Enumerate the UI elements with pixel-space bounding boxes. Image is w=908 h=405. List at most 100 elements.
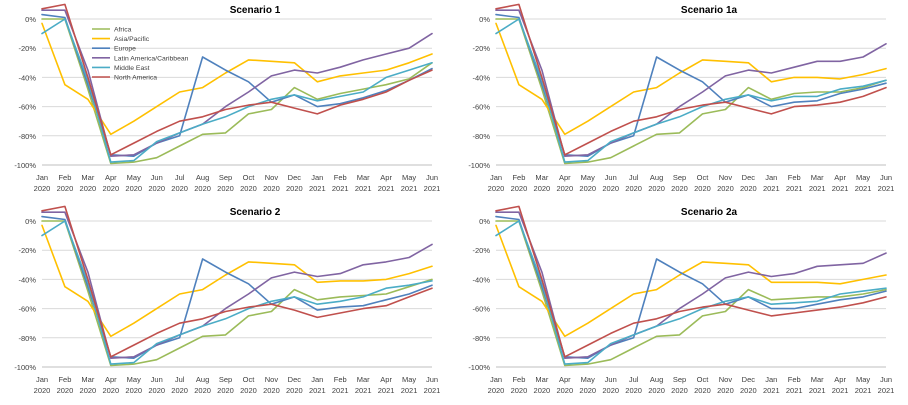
line-chart-scenario-1a: 0%-20%-40%-60%-80%-100%Jan2020Feb2020Mar… — [468, 3, 894, 193]
x-tick-label-year: 2020 — [740, 184, 757, 193]
x-tick-label-month: Apr — [105, 375, 117, 384]
x-tick-label-year: 2020 — [34, 386, 51, 395]
x-tick-label-month: Aug — [650, 173, 663, 182]
series-line-latin-america-caribbean — [41, 211, 433, 359]
series-line-asia-pacific — [41, 224, 433, 338]
x-tick-label-month: Nov — [265, 375, 279, 384]
x-tick-label-month: Oct — [697, 375, 710, 384]
x-tick-label-year: 2020 — [286, 386, 303, 395]
x-tick-label-year: 2020 — [148, 386, 165, 395]
x-tick-label-year: 2020 — [125, 184, 142, 193]
x-tick-label-year: 2021 — [809, 386, 826, 395]
x-tick-label-year: 2020 — [556, 184, 573, 193]
x-tick-label-year: 2021 — [401, 386, 418, 395]
x-tick-label-year: 2021 — [378, 184, 395, 193]
series-line-europe — [495, 13, 887, 157]
series-line-asia-pacific — [495, 22, 887, 136]
x-tick-label-month: Apr — [559, 375, 571, 384]
y-tick-label: -100% — [14, 363, 36, 372]
x-tick-label-year: 2020 — [694, 386, 711, 395]
x-tick-label-year: 2020 — [625, 386, 642, 395]
x-tick-label-year: 2020 — [194, 386, 211, 395]
x-tick-label-month: Jul — [629, 173, 639, 182]
x-tick-label-month: Aug — [196, 375, 209, 384]
x-tick-label-year: 2020 — [534, 386, 551, 395]
x-tick-label-year: 2020 — [648, 386, 665, 395]
x-tick-label-month: Jun — [426, 375, 438, 384]
x-tick-label-month: Dec — [288, 375, 302, 384]
series-line-middle-east — [495, 18, 887, 163]
series-line-north-america — [41, 3, 433, 156]
y-tick-label: -80% — [472, 334, 490, 343]
x-tick-label-year: 2021 — [855, 386, 872, 395]
x-tick-label-year: 2020 — [556, 386, 573, 395]
x-tick-label-year: 2020 — [671, 386, 688, 395]
x-tick-label-year: 2020 — [80, 386, 97, 395]
legend-label-africa: Africa — [114, 27, 132, 34]
x-tick-label-year: 2020 — [263, 386, 280, 395]
x-tick-label-month: Jan — [765, 375, 777, 384]
x-tick-label-year: 2020 — [579, 184, 596, 193]
x-tick-label-year: 2020 — [263, 184, 280, 193]
x-tick-label-year: 2020 — [34, 184, 51, 193]
x-tick-label-month: Apr — [834, 173, 846, 182]
series-line-north-america — [41, 205, 433, 358]
x-tick-label-month: Feb — [58, 375, 71, 384]
y-tick-label: -80% — [18, 334, 36, 343]
y-tick-label: 0% — [479, 15, 490, 24]
y-tick-label: -20% — [18, 246, 36, 255]
x-tick-label-month: Mar — [535, 375, 548, 384]
y-tick-label: -100% — [468, 363, 490, 372]
x-tick-label-month: Jan — [36, 375, 48, 384]
x-tick-label-year: 2020 — [511, 386, 528, 395]
x-tick-label-year: 2020 — [57, 386, 74, 395]
x-tick-label-month: Nov — [719, 375, 733, 384]
x-tick-label-month: Apr — [380, 375, 392, 384]
x-tick-label-month: Mar — [811, 173, 824, 182]
x-tick-label-month: Mar — [811, 375, 824, 384]
line-chart-scenario-1: 0%-20%-40%-60%-80%-100%Jan2020Feb2020Mar… — [14, 3, 441, 193]
series-line-middle-east — [495, 220, 887, 365]
x-tick-label-month: May — [402, 173, 416, 182]
y-tick-label: -40% — [472, 275, 490, 284]
chart-title: Scenario 1a — [681, 5, 738, 16]
x-tick-label-year: 2021 — [424, 184, 441, 193]
x-tick-label-year: 2021 — [378, 386, 395, 395]
x-tick-label-month: Jun — [605, 375, 617, 384]
x-tick-label-year: 2021 — [763, 386, 780, 395]
x-tick-label-month: Jun — [880, 173, 892, 182]
x-tick-label-month: Mar — [357, 173, 370, 182]
x-tick-label-month: Feb — [512, 375, 525, 384]
x-tick-label-year: 2020 — [602, 386, 619, 395]
x-tick-label-year: 2020 — [57, 184, 74, 193]
x-tick-label-month: Mar — [81, 173, 94, 182]
chart-panel-scenario-1: 0% -20% -40% -60% -80% -100% Jan 2020 Feb 2020 Mar… — [0, 0, 454, 202]
y-tick-label: -20% — [472, 246, 490, 255]
x-tick-label-year: 2020 — [625, 184, 642, 193]
x-tick-label-year: 2021 — [355, 386, 372, 395]
x-tick-label-month: Sep — [673, 173, 686, 182]
x-tick-label-year: 2020 — [194, 184, 211, 193]
x-tick-label-month: Aug — [650, 375, 663, 384]
x-tick-label-month: Dec — [742, 375, 756, 384]
x-tick-label-month: May — [856, 173, 870, 182]
series-line-north-america — [495, 205, 887, 358]
x-tick-label-month: Sep — [219, 173, 232, 182]
x-tick-label-month: Jan — [311, 375, 323, 384]
x-tick-label-year: 2021 — [332, 184, 349, 193]
x-tick-label-year: 2021 — [309, 386, 326, 395]
x-tick-label-month: Feb — [788, 173, 801, 182]
x-tick-label-month: Jan — [36, 173, 48, 182]
x-tick-label-year: 2020 — [717, 386, 734, 395]
series-line-middle-east — [41, 18, 433, 163]
x-tick-label-month: Feb — [512, 173, 525, 182]
x-tick-label-year: 2021 — [878, 386, 895, 395]
x-tick-label-month: Apr — [380, 173, 392, 182]
x-tick-label-month: Mar — [535, 173, 548, 182]
y-tick-label: -100% — [468, 161, 490, 170]
x-tick-label-year: 2020 — [217, 184, 234, 193]
series-line-latin-america-caribbean — [495, 211, 887, 359]
series-line-africa — [495, 220, 887, 367]
x-tick-label-month: Feb — [788, 375, 801, 384]
